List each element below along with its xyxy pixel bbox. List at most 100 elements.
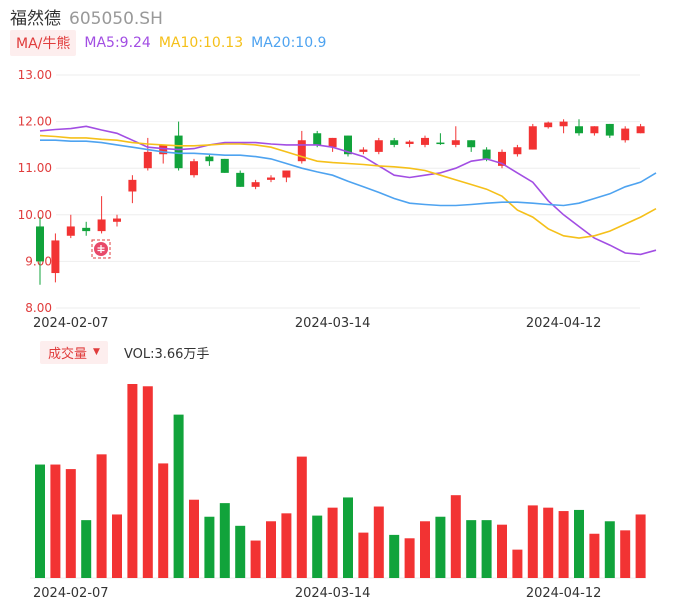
candle[interactable] bbox=[328, 137, 337, 152]
candle[interactable] bbox=[251, 179, 260, 190]
volume-bar[interactable] bbox=[574, 509, 584, 578]
volume-bar[interactable] bbox=[327, 507, 338, 578]
candle[interactable] bbox=[467, 140, 476, 152]
volume-indicator-button[interactable]: 成交量 ▼ bbox=[40, 340, 108, 364]
candle-body bbox=[282, 170, 291, 178]
candle[interactable] bbox=[621, 126, 630, 143]
candle[interactable] bbox=[82, 221, 91, 236]
volume-bar[interactable] bbox=[497, 524, 507, 578]
ma-indicator-button[interactable]: MA/牛熊 bbox=[10, 30, 77, 56]
candle-body bbox=[421, 137, 429, 145]
candle[interactable] bbox=[528, 123, 537, 150]
event-marker[interactable] bbox=[91, 239, 111, 259]
candle-body bbox=[575, 126, 583, 134]
candle[interactable] bbox=[498, 149, 506, 169]
candle[interactable] bbox=[282, 170, 291, 183]
volume-bar[interactable] bbox=[527, 505, 538, 578]
candle[interactable] bbox=[66, 214, 75, 239]
volume-bar[interactable] bbox=[281, 513, 292, 578]
candle-body bbox=[498, 151, 506, 166]
candle[interactable] bbox=[421, 135, 429, 148]
candle-body bbox=[344, 135, 352, 155]
volume-bar[interactable] bbox=[420, 521, 430, 578]
volume-bar[interactable] bbox=[512, 549, 523, 578]
candle-body bbox=[267, 177, 275, 180]
volume-bar[interactable] bbox=[235, 525, 246, 578]
candle[interactable] bbox=[575, 119, 583, 136]
stock-header: 福然德 605050.SH bbox=[10, 4, 163, 29]
volume-bar[interactable] bbox=[296, 456, 307, 578]
volume-bars bbox=[30, 384, 646, 579]
volume-bar[interactable] bbox=[389, 534, 400, 578]
volume-bar[interactable] bbox=[435, 516, 446, 578]
volume-bar[interactable] bbox=[404, 538, 415, 578]
volume-bar[interactable] bbox=[343, 497, 353, 578]
volume-bar[interactable] bbox=[543, 507, 554, 578]
y-tick-label: 10.00 bbox=[18, 208, 52, 222]
volume-bar[interactable] bbox=[266, 521, 276, 578]
volume-bar[interactable] bbox=[481, 520, 492, 578]
volume-bar[interactable] bbox=[81, 520, 92, 578]
candle[interactable] bbox=[636, 123, 645, 134]
candle[interactable] bbox=[220, 158, 229, 173]
candle[interactable] bbox=[344, 135, 352, 157]
volume-bar[interactable] bbox=[35, 464, 45, 578]
candle[interactable] bbox=[590, 126, 599, 136]
volume-bar[interactable] bbox=[112, 514, 122, 578]
volume-bar[interactable] bbox=[189, 499, 199, 578]
volume-bar[interactable] bbox=[142, 386, 153, 578]
candle[interactable] bbox=[128, 175, 137, 204]
candle[interactable] bbox=[359, 147, 368, 155]
candle[interactable] bbox=[113, 214, 121, 227]
volume-bar[interactable] bbox=[65, 469, 76, 578]
volume-bar[interactable] bbox=[173, 414, 184, 578]
volume-bar[interactable] bbox=[358, 532, 369, 578]
candle[interactable] bbox=[205, 154, 214, 166]
candle[interactable] bbox=[390, 137, 399, 148]
candle-body bbox=[251, 182, 260, 187]
volume-bar[interactable] bbox=[312, 515, 323, 578]
volume-value: VOL:3.66万手 bbox=[123, 346, 210, 362]
volume-bar[interactable] bbox=[204, 516, 215, 578]
volume-bar[interactable] bbox=[466, 520, 477, 578]
candle-body bbox=[359, 149, 368, 152]
candle[interactable] bbox=[267, 175, 275, 183]
candle[interactable] bbox=[97, 196, 106, 234]
candle[interactable] bbox=[605, 123, 614, 138]
volume-bar[interactable] bbox=[96, 454, 107, 578]
candle[interactable] bbox=[436, 133, 445, 145]
candle[interactable] bbox=[143, 137, 152, 171]
x-tick-label: 2024-03-14 bbox=[295, 316, 371, 331]
candle[interactable] bbox=[51, 233, 60, 283]
volume-bar[interactable] bbox=[620, 530, 631, 578]
volume-bar[interactable] bbox=[450, 495, 461, 578]
candle-body bbox=[36, 226, 44, 262]
candlestick-series bbox=[36, 119, 645, 285]
candle[interactable] bbox=[374, 137, 383, 155]
candle[interactable] bbox=[544, 121, 553, 129]
candle[interactable] bbox=[513, 144, 522, 157]
volume-bar[interactable] bbox=[604, 521, 615, 578]
volume-bar[interactable] bbox=[127, 384, 138, 578]
volume-legend: 成交量 ▼ VOL:3.66万手 bbox=[40, 340, 210, 364]
volume-bar[interactable] bbox=[250, 540, 261, 578]
volume-bar[interactable] bbox=[50, 464, 61, 578]
volume-bar[interactable] bbox=[158, 463, 169, 578]
ma10-label: MA10:10.13 bbox=[158, 35, 244, 51]
candle[interactable] bbox=[405, 140, 414, 148]
candle[interactable] bbox=[36, 217, 44, 285]
volume-bar[interactable] bbox=[635, 514, 646, 578]
x-tick-label: 2024-04-12 bbox=[526, 586, 602, 601]
candle[interactable] bbox=[297, 130, 306, 164]
candle[interactable] bbox=[236, 170, 245, 187]
candle[interactable] bbox=[451, 126, 460, 148]
volume-bar[interactable] bbox=[589, 533, 600, 578]
price-x-ticks: 2024-02-07 2024-03-14 2024-04-12 bbox=[33, 316, 601, 331]
ma-lines bbox=[39, 125, 657, 256]
volume-bar[interactable] bbox=[558, 511, 569, 578]
volume-bar[interactable] bbox=[219, 503, 230, 578]
volume-bar[interactable] bbox=[373, 506, 384, 578]
candle[interactable] bbox=[190, 158, 198, 178]
candle[interactable] bbox=[559, 119, 568, 134]
